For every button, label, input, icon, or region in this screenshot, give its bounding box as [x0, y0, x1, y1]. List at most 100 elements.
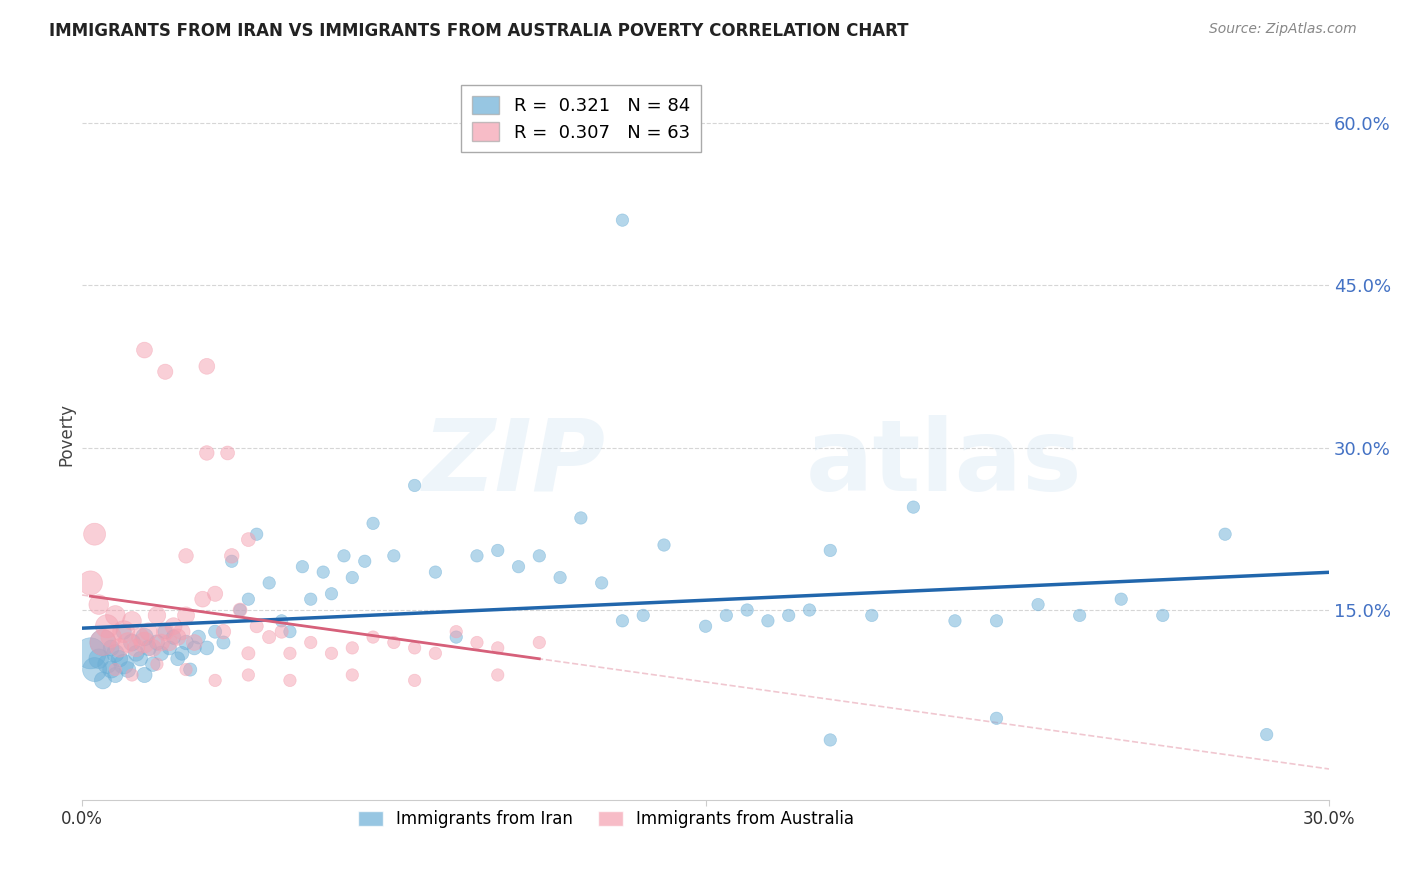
Point — [342, 640, 364, 655]
Point — [212, 635, 235, 649]
Point — [87, 598, 110, 612]
Point — [404, 673, 426, 688]
Point — [652, 538, 675, 552]
Point — [342, 570, 364, 584]
Point — [217, 446, 239, 460]
Point — [278, 673, 301, 688]
Point — [257, 576, 280, 591]
Point — [138, 624, 160, 639]
Point — [425, 565, 447, 579]
Point — [382, 635, 405, 649]
Point — [404, 478, 426, 492]
Point — [100, 630, 122, 644]
Y-axis label: Poverty: Poverty — [58, 402, 75, 466]
Point — [860, 608, 883, 623]
Point — [229, 603, 252, 617]
Point — [1026, 598, 1049, 612]
Point — [778, 608, 800, 623]
Point — [134, 630, 156, 644]
Point — [150, 646, 173, 660]
Point — [104, 608, 127, 623]
Point — [299, 592, 322, 607]
Point — [174, 635, 197, 649]
Point — [104, 668, 127, 682]
Point — [162, 619, 184, 633]
Point — [155, 365, 177, 379]
Point — [79, 576, 101, 591]
Point — [155, 624, 177, 639]
Point — [142, 657, 165, 672]
Point — [425, 646, 447, 660]
Point — [257, 630, 280, 644]
Point — [321, 646, 343, 660]
Point — [1069, 608, 1091, 623]
Point — [157, 640, 180, 655]
Point — [1256, 727, 1278, 741]
Point — [943, 614, 966, 628]
Point — [820, 733, 842, 747]
Point — [117, 663, 139, 677]
Point — [174, 663, 197, 677]
Point — [238, 668, 260, 682]
Point — [444, 630, 467, 644]
Point — [1213, 527, 1236, 541]
Point — [612, 213, 634, 227]
Point — [157, 635, 180, 649]
Point — [486, 668, 509, 682]
Point — [820, 543, 842, 558]
Point — [191, 592, 214, 607]
Point — [166, 651, 188, 665]
Point — [112, 624, 135, 639]
Point — [117, 635, 139, 649]
Point — [508, 559, 530, 574]
Point — [204, 624, 226, 639]
Point — [96, 657, 118, 672]
Point — [591, 576, 613, 591]
Point — [195, 359, 218, 374]
Text: atlas: atlas — [806, 415, 1083, 512]
Point — [695, 619, 717, 633]
Point — [221, 554, 243, 568]
Point — [121, 668, 143, 682]
Point — [195, 640, 218, 655]
Point — [112, 657, 135, 672]
Point — [195, 446, 218, 460]
Point — [83, 663, 105, 677]
Point — [270, 614, 292, 628]
Point — [246, 527, 269, 541]
Point — [465, 549, 488, 563]
Point — [612, 614, 634, 628]
Point — [361, 516, 384, 531]
Point — [1152, 608, 1174, 623]
Point — [238, 646, 260, 660]
Point — [246, 619, 269, 633]
Point — [548, 570, 571, 584]
Point — [174, 608, 197, 623]
Point — [87, 651, 110, 665]
Point — [342, 668, 364, 682]
Point — [187, 630, 209, 644]
Point — [756, 614, 779, 628]
Point — [353, 554, 375, 568]
Point — [799, 603, 821, 617]
Point — [162, 630, 184, 644]
Point — [134, 635, 156, 649]
Point — [125, 646, 148, 660]
Point — [146, 635, 169, 649]
Point — [129, 651, 152, 665]
Point — [125, 640, 148, 655]
Point — [170, 624, 193, 639]
Point — [278, 624, 301, 639]
Point — [204, 673, 226, 688]
Point — [174, 549, 197, 563]
Legend: Immigrants from Iran, Immigrants from Australia: Immigrants from Iran, Immigrants from Au… — [352, 804, 860, 835]
Point — [150, 635, 173, 649]
Point — [404, 640, 426, 655]
Point — [91, 635, 114, 649]
Point — [903, 500, 925, 515]
Point — [183, 635, 205, 649]
Point — [155, 624, 177, 639]
Point — [631, 608, 654, 623]
Text: IMMIGRANTS FROM IRAN VS IMMIGRANTS FROM AUSTRALIA POVERTY CORRELATION CHART: IMMIGRANTS FROM IRAN VS IMMIGRANTS FROM … — [49, 22, 908, 40]
Point — [179, 663, 201, 677]
